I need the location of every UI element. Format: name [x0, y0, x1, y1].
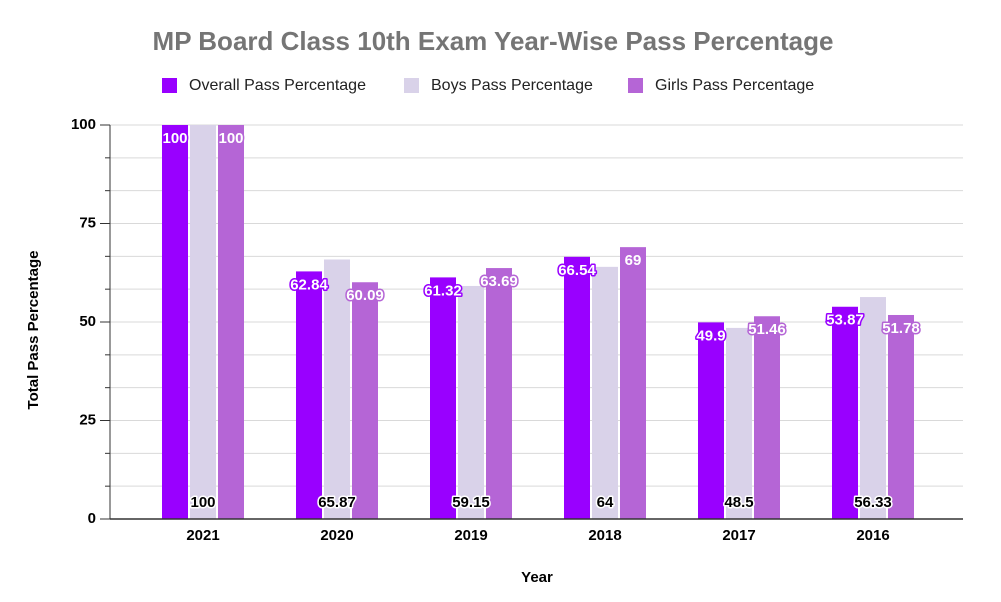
data-label: 100 — [190, 494, 215, 511]
legend: Overall Pass Percentage Boys Pass Percent… — [162, 77, 814, 94]
data-label: 100 — [218, 130, 243, 147]
y-tick-label: 0 — [88, 510, 96, 527]
legend-label: Girls Pass Percentage — [655, 77, 814, 94]
bar — [430, 277, 456, 519]
y-tick-label: 25 — [79, 411, 96, 428]
bar — [888, 314, 914, 519]
bar — [698, 322, 724, 519]
data-label: 64 — [597, 494, 614, 511]
x-tick-label: 2019 — [454, 527, 487, 544]
data-label: 69 — [625, 252, 642, 269]
data-label: 61.32 — [424, 282, 462, 299]
legend-swatch — [628, 78, 643, 93]
data-label: 66.54 — [558, 262, 596, 279]
bar — [352, 282, 378, 519]
y-axis-title: Total Pass Percentage — [25, 251, 42, 410]
bar — [592, 266, 618, 519]
bar — [860, 297, 886, 519]
bar — [832, 306, 858, 519]
bar — [218, 125, 244, 519]
data-label: 56.33 — [854, 494, 892, 511]
legend-label: Overall Pass Percentage — [189, 77, 366, 94]
x-tick-label: 2021 — [186, 527, 219, 544]
x-tick-label: 2017 — [722, 527, 755, 544]
x-tick-label: 2018 — [588, 527, 621, 544]
y-tick-label: 100 — [71, 116, 96, 133]
x-axis-title: Year — [521, 569, 553, 586]
data-label: 60.09 — [346, 287, 384, 304]
data-label: 48.5 — [724, 494, 753, 511]
data-label: 62.84 — [290, 276, 328, 293]
legend-label: Boys Pass Percentage — [431, 77, 593, 94]
bar — [620, 247, 646, 519]
data-label: 53.87 — [826, 312, 864, 329]
y-tick-label: 50 — [79, 313, 96, 330]
y-tick-label: 75 — [79, 214, 96, 231]
bar — [458, 285, 484, 519]
bar — [162, 125, 188, 519]
bar — [324, 259, 350, 519]
legend-swatch — [404, 78, 419, 93]
bar — [754, 316, 780, 519]
x-tick-label: 2020 — [320, 527, 353, 544]
data-label: 59.15 — [452, 494, 490, 511]
data-label: 63.69 — [480, 273, 518, 290]
legend-swatch — [162, 78, 177, 93]
bar — [190, 125, 216, 519]
data-label: 100 — [162, 130, 187, 147]
x-tick-label: 2016 — [856, 527, 889, 544]
bar — [486, 268, 512, 519]
data-label: 65.87 — [318, 494, 356, 511]
data-label: 51.46 — [748, 321, 786, 338]
chart-title: MP Board Class 10th Exam Year-Wise Pass … — [153, 26, 834, 56]
data-label: 49.9 — [696, 327, 725, 344]
bar — [564, 256, 590, 519]
bar — [726, 327, 752, 519]
bar — [296, 271, 322, 519]
data-label: 51.78 — [882, 320, 920, 337]
